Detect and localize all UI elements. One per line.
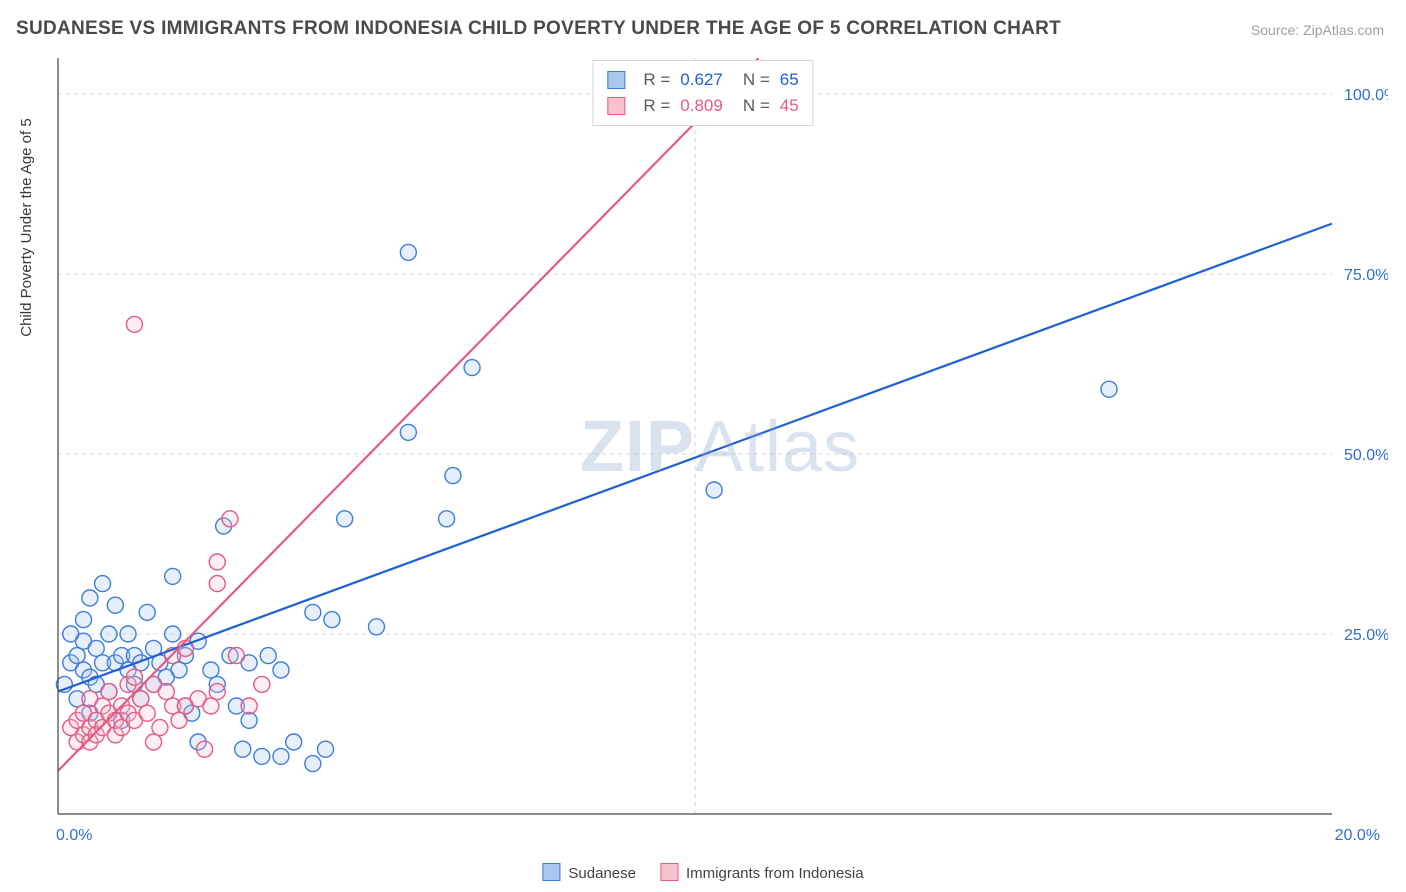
legend-swatch bbox=[607, 71, 625, 89]
data-point bbox=[101, 684, 117, 700]
data-point bbox=[95, 576, 111, 592]
data-point bbox=[120, 626, 136, 642]
x-tick: 0.0% bbox=[56, 827, 92, 844]
data-point bbox=[254, 748, 270, 764]
data-point bbox=[254, 676, 270, 692]
data-point bbox=[464, 360, 480, 376]
data-point bbox=[152, 720, 168, 736]
data-point bbox=[273, 748, 289, 764]
data-point bbox=[69, 648, 85, 664]
chart-container: SUDANESE VS IMMIGRANTS FROM INDONESIA CH… bbox=[0, 0, 1406, 892]
data-point bbox=[241, 712, 257, 728]
data-point bbox=[203, 662, 219, 678]
data-point bbox=[82, 590, 98, 606]
data-point bbox=[305, 756, 321, 772]
data-point bbox=[706, 482, 722, 498]
stat-row: R = 0.627 N = 65 bbox=[593, 67, 812, 93]
data-point bbox=[235, 741, 251, 757]
data-point bbox=[400, 244, 416, 260]
y-axis-label: Child Poverty Under the Age of 5 bbox=[18, 118, 35, 336]
n-value: 65 bbox=[780, 70, 799, 90]
data-point bbox=[369, 619, 385, 635]
data-point bbox=[139, 604, 155, 620]
data-point bbox=[146, 734, 162, 750]
r-value: 0.627 bbox=[680, 70, 723, 90]
data-point bbox=[228, 648, 244, 664]
data-point bbox=[158, 684, 174, 700]
data-point bbox=[337, 511, 353, 527]
legend-label: Immigrants from Indonesia bbox=[686, 865, 864, 882]
r-value: 0.809 bbox=[680, 96, 723, 116]
chart-svg: 25.0% 50.0% 75.0% 100.0% 0.0% 20.0% bbox=[52, 54, 1388, 848]
data-point bbox=[1101, 381, 1117, 397]
data-point bbox=[126, 316, 142, 332]
y-tick: 25.0% bbox=[1344, 627, 1388, 644]
data-point bbox=[88, 640, 104, 656]
legend-swatch bbox=[660, 863, 678, 881]
legend-swatch bbox=[542, 863, 560, 881]
n-label: N = bbox=[743, 96, 770, 116]
data-point bbox=[286, 734, 302, 750]
n-label: N = bbox=[743, 70, 770, 90]
data-point bbox=[439, 511, 455, 527]
data-point bbox=[126, 669, 142, 685]
data-point bbox=[400, 424, 416, 440]
data-point bbox=[260, 648, 276, 664]
data-point bbox=[197, 741, 213, 757]
y-tick: 75.0% bbox=[1344, 267, 1388, 284]
series-legend: Sudanese Immigrants from Indonesia bbox=[542, 863, 863, 882]
chart-title: SUDANESE VS IMMIGRANTS FROM INDONESIA CH… bbox=[16, 18, 1061, 40]
data-point bbox=[171, 662, 187, 678]
stat-legend: R = 0.627 N = 65 R = 0.809 N = 45 bbox=[592, 60, 813, 126]
data-point bbox=[209, 576, 225, 592]
x-tick: 20.0% bbox=[1335, 827, 1380, 844]
data-point bbox=[203, 698, 219, 714]
data-point bbox=[139, 705, 155, 721]
trend-line bbox=[58, 58, 759, 771]
r-label: R = bbox=[643, 96, 670, 116]
y-tick: 50.0% bbox=[1344, 447, 1388, 464]
data-point bbox=[171, 712, 187, 728]
data-point bbox=[209, 684, 225, 700]
data-point bbox=[222, 511, 238, 527]
data-point bbox=[165, 568, 181, 584]
data-point bbox=[305, 604, 321, 620]
legend-label: Sudanese bbox=[568, 865, 636, 882]
data-point bbox=[324, 612, 340, 628]
data-point bbox=[209, 554, 225, 570]
stat-row: R = 0.809 N = 45 bbox=[593, 93, 812, 119]
y-tick: 100.0% bbox=[1344, 87, 1388, 104]
source-attribution: Source: ZipAtlas.com bbox=[1251, 22, 1384, 38]
data-point bbox=[165, 626, 181, 642]
data-point bbox=[445, 468, 461, 484]
n-value: 45 bbox=[780, 96, 799, 116]
data-point bbox=[318, 741, 334, 757]
legend-swatch bbox=[607, 97, 625, 115]
data-point bbox=[101, 626, 117, 642]
legend-item: Immigrants from Indonesia bbox=[660, 863, 864, 882]
plot-area: 25.0%50.0%75.0%100.0%0.0%20.0% ZIPAtlas bbox=[52, 54, 1388, 848]
data-point bbox=[107, 597, 123, 613]
r-label: R = bbox=[643, 70, 670, 90]
data-point bbox=[75, 612, 91, 628]
data-point bbox=[241, 698, 257, 714]
data-point bbox=[273, 662, 289, 678]
legend-item: Sudanese bbox=[542, 863, 636, 882]
